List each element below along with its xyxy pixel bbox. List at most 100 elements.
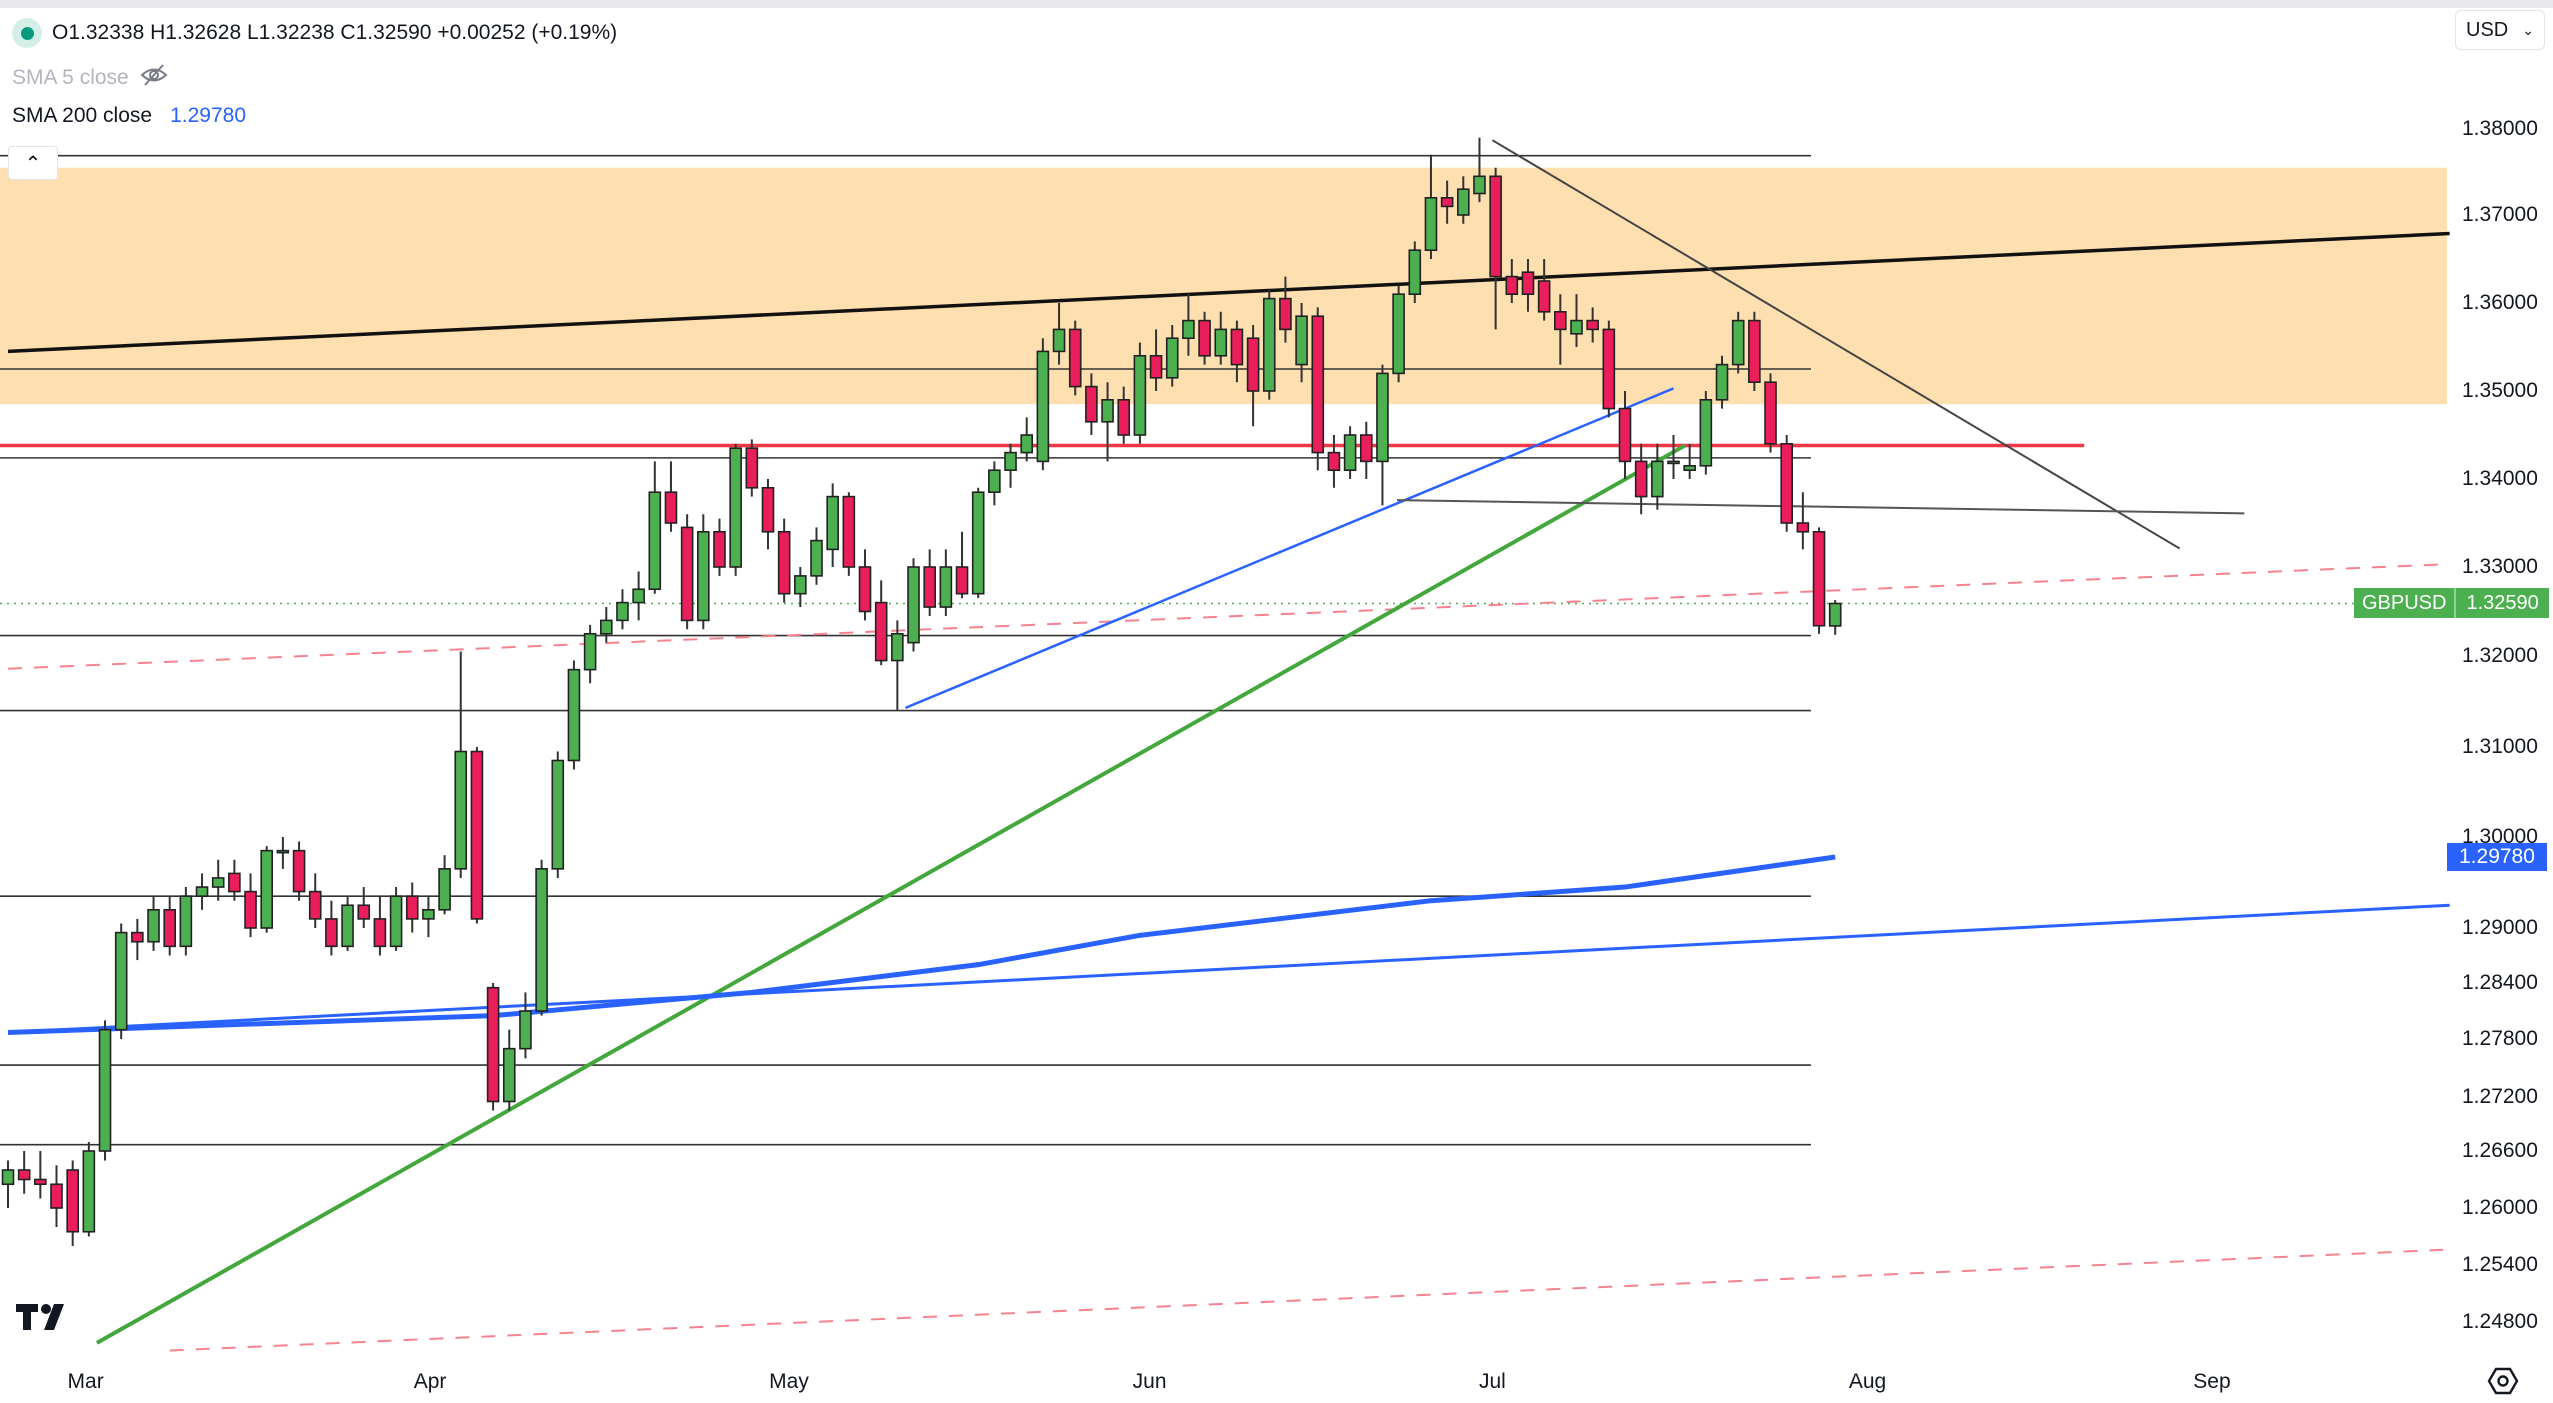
collapse-legend-button[interactable]: ⌃ <box>8 146 58 180</box>
candle-body-up <box>939 566 953 608</box>
candle <box>1036 338 1050 471</box>
candle-body-up <box>1165 337 1179 379</box>
price-tick: 1.38000 <box>2462 117 2538 140</box>
candle <box>697 514 710 630</box>
candle-body-down <box>1748 319 1761 384</box>
candle <box>1230 320 1244 383</box>
candle <box>228 859 241 901</box>
sma200-price-label: 1.29780 <box>2447 843 2547 872</box>
sma5-legend[interactable]: SMA 5 close <box>12 62 169 94</box>
candle <box>761 479 775 550</box>
candle-body-down <box>1327 451 1341 472</box>
candle-body-down <box>244 890 257 929</box>
currency-select[interactable]: USD ⌄ <box>2455 10 2545 50</box>
candle <box>405 882 419 933</box>
candle <box>1117 386 1131 444</box>
top-strip <box>0 0 2553 8</box>
candle <box>486 983 500 1111</box>
candle-body-up <box>794 575 807 595</box>
candle <box>470 747 484 924</box>
candle <box>1634 443 1648 515</box>
candle <box>891 620 904 711</box>
eye-off-icon[interactable] <box>139 62 169 94</box>
tradingview-logo[interactable] <box>16 1302 74 1337</box>
candle-body-down <box>1618 407 1632 463</box>
candle <box>1052 303 1066 365</box>
time-tick: May <box>769 1370 809 1393</box>
candle <box>114 923 128 1039</box>
candle <box>1327 435 1341 488</box>
price-tick: 1.31000 <box>2462 735 2538 758</box>
candle-body-down <box>1230 328 1244 366</box>
candle-body-up <box>988 469 1001 494</box>
candle-body-down <box>373 918 387 948</box>
candle-body-down <box>486 986 500 1103</box>
candle <box>648 461 662 594</box>
candle <box>874 580 888 666</box>
candle-body-up <box>1036 350 1050 463</box>
candle <box>842 492 856 576</box>
candle-body-down <box>1796 522 1810 533</box>
candle-body-down <box>745 447 759 489</box>
candle <box>1586 307 1599 343</box>
candle-body-up <box>1570 319 1583 335</box>
candle <box>66 1160 79 1246</box>
candle <box>422 896 435 938</box>
price-tick: 1.35000 <box>2462 379 2538 402</box>
candle <box>535 859 548 1016</box>
candle <box>1667 435 1680 479</box>
flat-support-trendline <box>1396 499 2245 515</box>
candle-body-up <box>98 1028 112 1152</box>
price-tick: 1.36000 <box>2462 291 2538 314</box>
sma5-label: SMA 5 close <box>12 66 129 89</box>
candle-body-up <box>1457 188 1470 216</box>
symbol-price: 1.32590 <box>2454 588 2549 619</box>
candle <box>1311 307 1325 471</box>
candle <box>1133 342 1147 444</box>
symbol-name: GBPUSD <box>2354 588 2455 619</box>
candle-body-up <box>1473 175 1486 195</box>
candle <box>1359 421 1373 479</box>
candle <box>858 549 872 621</box>
candle-body-down <box>228 872 241 893</box>
candle <box>1198 311 1211 365</box>
candle-body-up <box>971 491 985 595</box>
candle <box>1521 259 1535 312</box>
resistance-zone <box>0 167 2447 405</box>
candle <box>955 531 969 599</box>
candle-body-up <box>1392 293 1405 375</box>
candle-body-up <box>195 886 209 897</box>
candle-body-down <box>1198 319 1211 357</box>
candle <box>632 571 645 621</box>
candle <box>1295 303 1308 383</box>
currency-value: USD <box>2466 18 2509 41</box>
candle <box>1101 382 1114 462</box>
candle-body-down <box>131 931 144 943</box>
candle-body-up <box>583 632 597 671</box>
candle <box>1408 241 1422 303</box>
candle <box>599 607 613 643</box>
candle <box>1020 417 1034 462</box>
candle <box>373 896 387 956</box>
candle-body-down <box>405 895 419 920</box>
candle-body-down <box>1149 354 1163 379</box>
candle-body-up <box>179 895 193 948</box>
candle-body-down <box>874 601 888 662</box>
candle-body-up <box>826 495 839 551</box>
red-dashed-upper <box>7 563 2444 670</box>
candle <box>292 841 306 901</box>
candle-body-up <box>1020 434 1034 454</box>
chevron-up-icon: ⌃ <box>24 152 42 175</box>
candle <box>1812 527 1826 634</box>
candle <box>1182 294 1195 356</box>
sma200-legend[interactable]: SMA 200 close 1.29780 <box>12 104 246 128</box>
sma200-label: SMA 200 close <box>12 104 153 127</box>
time-tick: Apr <box>413 1370 447 1393</box>
settings-icon[interactable] <box>2486 1364 2520 1403</box>
candle <box>1748 311 1761 391</box>
sma200-line <box>7 854 1836 1035</box>
price-tick: 1.37000 <box>2462 203 2538 226</box>
candle-body-down <box>50 1183 63 1209</box>
blue-long-trendline <box>7 903 2450 1034</box>
